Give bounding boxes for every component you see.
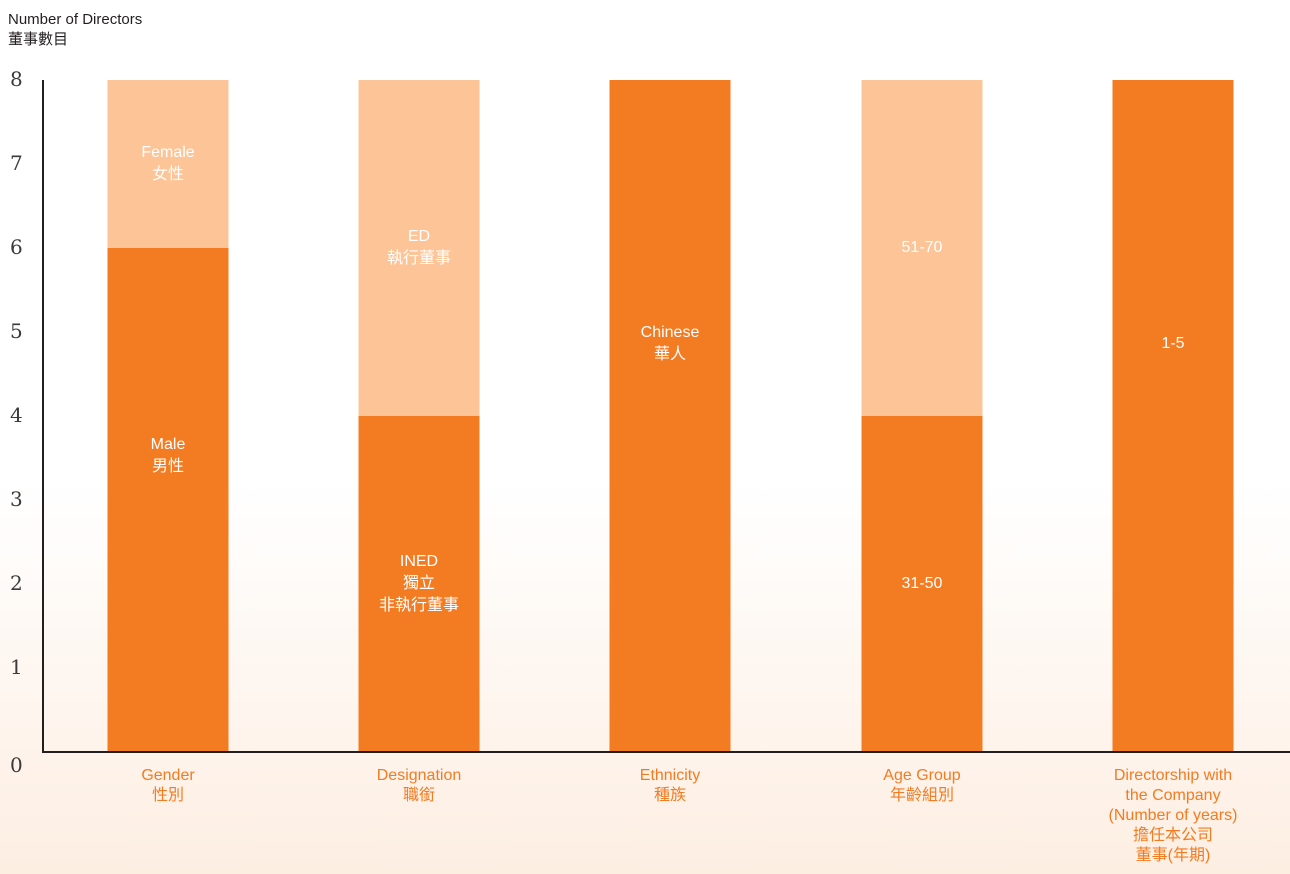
bar-segment-label: 獨立 [403, 574, 435, 592]
y-tick-label: 4 [10, 403, 23, 427]
bar-segment-label: Chinese [641, 324, 700, 341]
y-axis-title: 董事數目 [8, 31, 68, 48]
x-category-label: (Number of years) [1109, 807, 1238, 824]
y-tick-label: 3 [10, 487, 23, 511]
bar-segment-label: 非執行董事 [379, 596, 459, 614]
bar-segment [1112, 80, 1234, 752]
bar-segment-label: INED [400, 553, 438, 570]
bar-segment [861, 416, 983, 752]
y-tick-label: 6 [10, 235, 23, 259]
x-category-label: 性別 [152, 786, 184, 804]
x-category-label: Designation [377, 767, 462, 784]
x-category-label: 年齡組別 [890, 786, 954, 804]
bar-segment-label: 華人 [654, 345, 686, 363]
x-category-label: 職銜 [403, 786, 435, 804]
bar-segment [609, 80, 731, 752]
y-axis-title: Number of Directors [8, 11, 142, 28]
y-tick-label: 7 [10, 151, 23, 175]
x-category-label: Age Group [883, 767, 960, 784]
x-category-label: Gender [141, 767, 195, 784]
bar-segment-label: 男性 [152, 457, 184, 475]
x-category-label: 董事(年期) [1136, 846, 1211, 864]
bar-segment [107, 248, 229, 752]
bar-segment-label: ED [408, 228, 430, 245]
bar-segment-label: 1-5 [1161, 335, 1184, 352]
bar-segment-label: Female [141, 144, 194, 161]
bar-segment [861, 80, 983, 416]
bar-segment [358, 416, 480, 752]
bar-segment-label: Male [151, 436, 186, 453]
y-tick-label: 5 [10, 319, 23, 343]
y-tick-label: 0 [10, 753, 23, 777]
bar-segment-label: 女性 [152, 164, 184, 183]
y-tick-label: 2 [10, 571, 23, 595]
x-category-label: Directorship with [1114, 767, 1232, 784]
x-category-label: Ethnicity [640, 767, 700, 784]
bar-segment-label: 31-50 [902, 575, 943, 592]
x-category-label: 擔任本公司 [1133, 826, 1213, 844]
bar-segment-label: 執行董事 [387, 249, 451, 267]
y-tick-label: 8 [10, 67, 23, 91]
x-category-label: 種族 [654, 786, 686, 804]
x-category-label: the Company [1125, 787, 1220, 804]
bar-segment [358, 80, 480, 416]
bar-segment [107, 80, 229, 248]
bar-segment-label: 51-70 [902, 239, 943, 256]
y-tick-label: 1 [10, 655, 23, 679]
